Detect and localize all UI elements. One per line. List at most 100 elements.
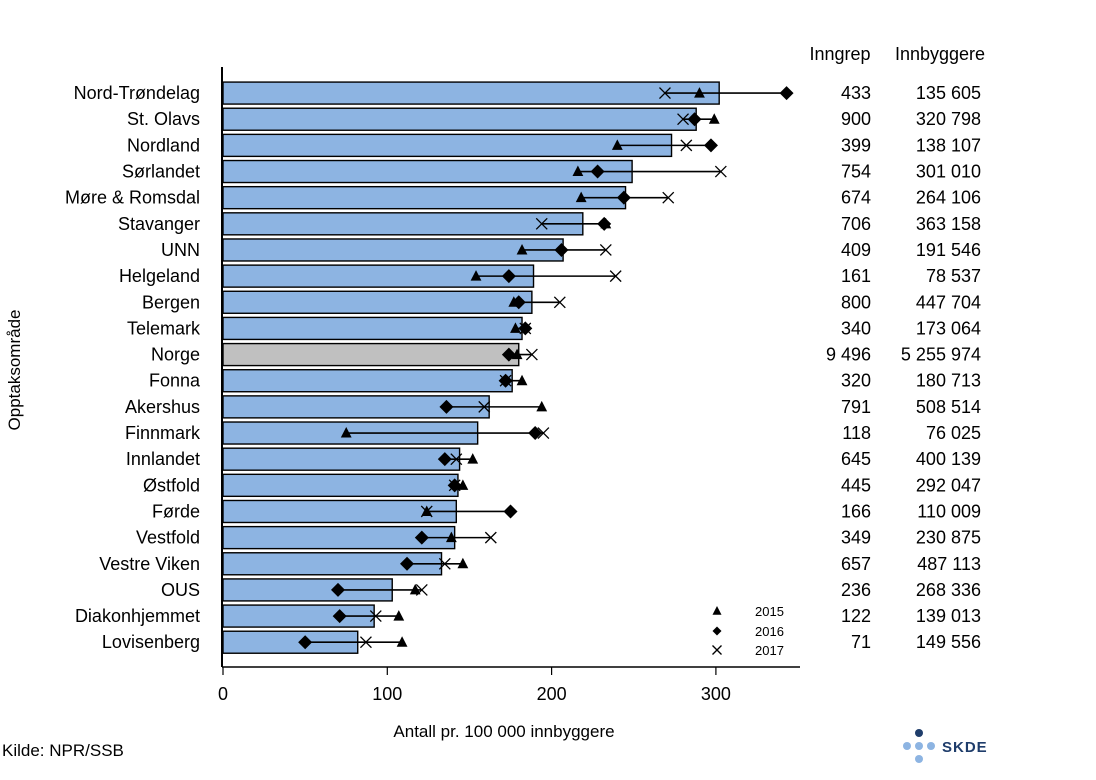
marker-2017 <box>415 583 428 596</box>
marker-2015 <box>510 322 521 333</box>
marker-2016 <box>590 164 605 179</box>
inngrep-value: 706 <box>841 214 871 234</box>
bar <box>222 212 584 236</box>
x-marker-stroke <box>438 557 451 570</box>
y-axis-label: Opptaksområde <box>5 310 24 431</box>
marker-2015 <box>467 453 479 464</box>
marker-2017 <box>525 348 538 361</box>
marker-2015 <box>340 427 352 438</box>
logo-dot <box>915 755 923 763</box>
category-label: Bergen <box>142 292 200 312</box>
marker-2017 <box>499 374 512 387</box>
marker-2017 <box>662 191 675 204</box>
marker-2016 <box>597 216 612 231</box>
category-label: Telemark <box>127 318 201 338</box>
inngrep-value: 674 <box>841 188 871 208</box>
marker-2015 <box>445 531 457 543</box>
inngrep-value: 657 <box>841 554 871 574</box>
marker-2017 <box>519 322 532 335</box>
category-label: Vestre Viken <box>99 554 200 574</box>
x-marker-stroke <box>537 427 550 439</box>
marker-2016 <box>511 295 526 310</box>
marker-2017 <box>677 113 689 126</box>
x-marker-stroke <box>420 505 433 518</box>
bar <box>222 499 458 524</box>
marker-2017 <box>599 244 612 256</box>
x-tick-label: 200 <box>537 684 567 704</box>
x-marker-stroke <box>535 217 548 230</box>
x-marker-stroke <box>662 191 675 204</box>
x-tick-label: 0 <box>218 684 228 704</box>
marker-2015 <box>572 165 584 177</box>
x-tick-label: 100 <box>372 684 402 704</box>
innbyggere-value: 5 255 974 <box>901 345 981 365</box>
innbyggere-value: 191 546 <box>916 240 981 260</box>
marker-2016 <box>528 426 543 441</box>
bar <box>222 238 564 262</box>
marker-2017 <box>680 139 693 152</box>
source-note: Kilde: NPR/SSB <box>2 741 124 760</box>
category-label: Møre & Romsdal <box>65 188 200 208</box>
category-label: Førde <box>152 501 200 521</box>
marker-2016 <box>437 452 452 467</box>
inngrep-value: 9 496 <box>826 345 871 365</box>
innbyggere-value: 320 798 <box>916 109 981 129</box>
marker-2016 <box>616 190 631 205</box>
category-label: Sørlandet <box>122 162 200 182</box>
bar <box>222 133 673 158</box>
x-marker-stroke <box>484 531 497 544</box>
bar <box>222 342 520 367</box>
x-marker-stroke <box>478 400 491 413</box>
marker-2015 <box>409 583 421 595</box>
marker-2015 <box>611 139 623 150</box>
x-marker-stroke <box>499 374 512 387</box>
marker-2016 <box>298 635 313 650</box>
header-inngrep: Inngrep <box>809 44 870 64</box>
legend-triangle-icon <box>712 606 722 615</box>
marker-2017 <box>369 610 382 623</box>
bar <box>222 159 633 184</box>
marker-2017 <box>448 479 461 492</box>
marker-2017 <box>438 557 451 570</box>
marker-2017 <box>478 400 491 413</box>
marker-2017 <box>535 217 548 230</box>
inngrep-value: 791 <box>841 397 871 417</box>
x-marker-stroke <box>714 165 727 178</box>
marker-2015 <box>516 243 528 255</box>
x-marker-stroke <box>599 244 612 256</box>
bar <box>222 81 720 105</box>
inngrep-value: 433 <box>841 83 871 103</box>
innbyggere-value: 268 336 <box>916 580 981 600</box>
x-marker-stroke <box>415 583 428 596</box>
marker-2016 <box>439 399 454 414</box>
category-label: OUS <box>161 580 200 600</box>
marker-2017 <box>609 270 622 283</box>
x-marker-stroke <box>553 296 566 309</box>
logo-dot <box>927 742 935 750</box>
innbyggere-value: 400 139 <box>916 449 981 469</box>
marker-2017 <box>450 453 463 466</box>
marker-2015 <box>575 191 587 203</box>
x-marker-stroke <box>659 87 671 100</box>
marker-2016 <box>331 582 346 597</box>
innbyggere-value: 139 013 <box>916 606 981 626</box>
innbyggere-value: 173 064 <box>916 318 981 338</box>
innbyggere-value: 135 605 <box>916 83 981 103</box>
category-label: Fonna <box>149 371 201 391</box>
legend-x-icon <box>712 645 722 655</box>
category-labels-group: Nord-Trøndelag St. Olavs Nordland Sørlandet… <box>65 83 201 652</box>
marker-2015 <box>694 87 705 98</box>
innbyggere-value: 180 713 <box>916 371 981 391</box>
category-label: Helgeland <box>119 266 200 286</box>
marker-2016 <box>400 556 415 571</box>
logo-dot <box>915 729 923 737</box>
category-label: Lovisenberg <box>102 632 200 652</box>
category-label: Stavanger <box>118 214 200 234</box>
marker-2016 <box>501 347 516 362</box>
marker-2016 <box>554 242 569 257</box>
x-marker-stroke <box>609 270 622 283</box>
inngrep-value: 118 <box>842 423 871 443</box>
header-innbyggere: Innbyggere <box>895 44 985 64</box>
innbyggere-value: 110 009 <box>917 501 981 521</box>
